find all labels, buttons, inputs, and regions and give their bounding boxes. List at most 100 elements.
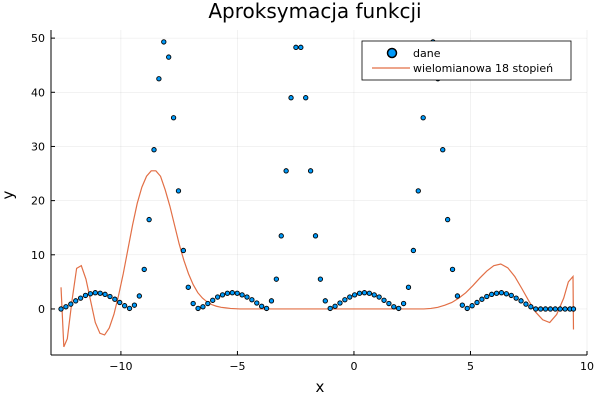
y-tick-label: 30	[31, 140, 45, 153]
data-point	[219, 292, 226, 298]
data-point	[268, 298, 275, 304]
axes-frame	[50, 30, 587, 356]
data-point	[136, 293, 142, 299]
x-tick-label: 0	[350, 360, 357, 373]
data-point	[528, 304, 534, 310]
data-point	[97, 290, 103, 296]
fit-line	[60, 170, 575, 348]
data-point	[77, 295, 84, 301]
data-point	[190, 300, 196, 307]
y-axis-ticks: 0 10 20 30 40 50	[31, 32, 55, 316]
data-point	[58, 306, 64, 312]
data-point	[332, 303, 338, 309]
data-point	[195, 305, 201, 312]
data-point	[283, 168, 289, 174]
data-point	[278, 233, 284, 239]
data-point	[381, 297, 387, 303]
data-point	[126, 305, 133, 312]
data-point	[557, 306, 563, 312]
x-tick-label: −5	[229, 360, 245, 373]
data-point	[151, 147, 157, 153]
data-point	[170, 115, 177, 121]
data-point	[459, 302, 465, 308]
data-point	[464, 305, 470, 312]
data-point	[244, 294, 250, 300]
y-axis-label: y	[0, 190, 17, 199]
x-axis-ticks: −10 −5 0 5 10	[109, 351, 594, 373]
x-tick-label: −10	[109, 360, 132, 373]
data-point	[503, 291, 510, 297]
data-point	[82, 292, 89, 299]
data-point	[87, 291, 94, 297]
y-tick-label: 50	[31, 32, 45, 45]
data-point	[342, 297, 348, 303]
data-point	[180, 247, 187, 254]
data-point	[371, 292, 377, 298]
data-point	[117, 299, 123, 306]
y-tick-label: 0	[38, 303, 45, 316]
data-point	[410, 247, 417, 254]
legend-box	[361, 40, 572, 81]
data-point	[542, 306, 549, 312]
data-point	[224, 290, 231, 296]
data-point	[570, 306, 577, 312]
data-point	[312, 233, 319, 239]
data-point	[107, 293, 113, 300]
data-point	[400, 300, 407, 307]
data-point	[229, 290, 235, 296]
x-tick-label: 5	[467, 360, 474, 373]
data-point	[474, 299, 480, 306]
data-point	[249, 297, 255, 303]
data-point	[396, 305, 402, 312]
data-point	[376, 294, 382, 300]
data-point	[405, 284, 412, 290]
plot-area	[58, 39, 577, 348]
data-point	[259, 303, 265, 309]
legend-label-dane: dane	[413, 47, 441, 60]
data-point	[327, 305, 333, 312]
data-point	[386, 300, 392, 307]
data-point	[479, 296, 485, 302]
data-point	[449, 266, 456, 273]
data-point	[440, 147, 446, 153]
data-point	[102, 291, 108, 297]
data-point	[562, 306, 568, 312]
data-point	[356, 290, 363, 296]
data-point	[552, 306, 558, 312]
data-point	[112, 296, 118, 302]
data-point	[361, 290, 368, 296]
chart-title: Aproksymacja funkcji	[208, 0, 421, 23]
y-tick-label: 40	[31, 86, 45, 99]
data-point	[73, 298, 79, 304]
data-point	[469, 303, 475, 309]
data-point	[366, 290, 372, 296]
data-point	[352, 292, 358, 298]
legend: dane wielomianowa 18 stopień	[361, 40, 572, 81]
data-point	[121, 303, 128, 309]
data-point	[391, 304, 397, 310]
x-tick-label: 10	[580, 360, 594, 373]
data-point	[63, 304, 69, 310]
data-point	[537, 306, 544, 312]
data-point	[307, 168, 314, 174]
data-point	[68, 301, 74, 307]
legend-label-fit: wielomianowa 18 stopień	[413, 62, 553, 75]
data-point	[444, 216, 451, 223]
data-point	[533, 306, 539, 312]
data-point	[508, 292, 514, 299]
data-point	[489, 291, 495, 297]
x-axis-label: x	[316, 378, 325, 396]
data-point	[175, 188, 182, 194]
data-point	[420, 115, 426, 121]
data-point	[298, 44, 304, 50]
data-point	[415, 188, 421, 194]
data-point	[210, 297, 216, 303]
data-point	[293, 44, 299, 50]
data-point	[523, 301, 529, 307]
data-point	[547, 306, 554, 312]
data-point	[498, 290, 505, 296]
data-point	[288, 95, 294, 101]
data-point	[156, 76, 162, 82]
data-point	[205, 300, 211, 307]
